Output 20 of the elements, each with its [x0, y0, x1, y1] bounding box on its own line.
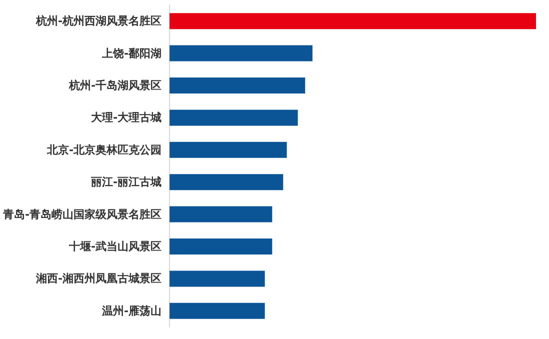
bar: [170, 142, 287, 158]
bar: [170, 78, 306, 94]
y-tick-label: 北京-北京奥林匹克公园: [46, 143, 162, 156]
y-tick-label: 十堰-武当山风景区: [68, 240, 162, 253]
bar: [170, 110, 298, 126]
bar: [170, 13, 536, 30]
bar: [170, 45, 312, 62]
y-tick-label: 上饶-鄱阳湖: [100, 46, 162, 60]
bar: [170, 302, 265, 319]
y-tick-label: 杭州-杭州西湖风景名胜区: [34, 14, 162, 28]
bar: [170, 206, 272, 222]
y-tick-label: 青岛-青岛崂山国家级风景名胜区: [2, 208, 162, 221]
bar: [170, 174, 284, 190]
y-tick-label: 湘西-湘西州凤凰古城景区: [34, 272, 162, 286]
y-tick-label: 杭州-千岛湖风景区: [68, 79, 162, 92]
y-tick-label: 丽江-丽江古城: [90, 176, 162, 189]
y-tick-label: 大理-大理古城: [90, 111, 162, 124]
bar: [170, 270, 265, 287]
y-tick-label: 温州-雁荡山: [100, 304, 162, 318]
bar: [170, 238, 272, 254]
